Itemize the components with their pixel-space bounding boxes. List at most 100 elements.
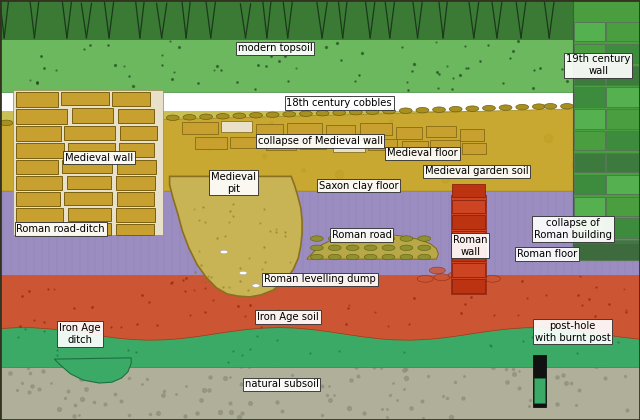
Ellipse shape <box>418 245 431 250</box>
Ellipse shape <box>50 118 63 124</box>
Ellipse shape <box>469 273 485 280</box>
Ellipse shape <box>433 107 445 113</box>
Bar <box>116 208 155 222</box>
Ellipse shape <box>310 236 323 241</box>
Ellipse shape <box>418 255 431 260</box>
Polygon shape <box>0 107 640 191</box>
Ellipse shape <box>429 267 445 274</box>
Ellipse shape <box>382 255 395 260</box>
Bar <box>574 66 605 85</box>
Ellipse shape <box>17 120 29 125</box>
Bar <box>452 279 485 293</box>
Bar <box>64 192 112 205</box>
Ellipse shape <box>0 120 13 126</box>
Bar <box>0 359 640 420</box>
Bar <box>574 240 605 260</box>
Bar <box>16 160 58 174</box>
Ellipse shape <box>33 119 46 125</box>
Ellipse shape <box>577 104 590 109</box>
Ellipse shape <box>400 236 413 241</box>
Ellipse shape <box>100 117 113 123</box>
Text: collapse of Medieval wall: collapse of Medieval wall <box>257 136 383 146</box>
Bar <box>16 92 58 107</box>
Bar <box>16 126 61 141</box>
Bar <box>606 175 640 194</box>
Ellipse shape <box>448 272 464 278</box>
Bar <box>116 176 155 190</box>
Ellipse shape <box>220 250 228 254</box>
Bar <box>119 143 154 157</box>
Ellipse shape <box>544 104 557 109</box>
Bar <box>368 139 397 150</box>
Ellipse shape <box>266 112 279 118</box>
Bar <box>606 197 640 216</box>
Ellipse shape <box>499 105 512 110</box>
Ellipse shape <box>449 106 462 112</box>
Bar <box>606 22 640 41</box>
Bar <box>574 87 605 107</box>
Bar <box>16 143 64 158</box>
Bar <box>72 108 113 123</box>
Text: Medieval floor: Medieval floor <box>387 148 458 158</box>
Ellipse shape <box>328 236 341 241</box>
Text: modern topsoil: modern topsoil <box>238 43 312 53</box>
Ellipse shape <box>310 255 323 260</box>
Text: Roman road: Roman road <box>332 230 392 240</box>
Ellipse shape <box>364 245 377 250</box>
Ellipse shape <box>466 106 479 111</box>
Bar <box>574 218 605 238</box>
Ellipse shape <box>67 118 79 123</box>
Ellipse shape <box>166 115 179 121</box>
Ellipse shape <box>216 113 229 119</box>
Bar <box>13 90 163 235</box>
Bar <box>574 109 605 129</box>
Ellipse shape <box>399 108 412 113</box>
Text: natural subsoil: natural subsoil <box>244 379 319 389</box>
Bar <box>333 140 365 152</box>
Bar <box>112 92 150 106</box>
Ellipse shape <box>250 113 262 118</box>
Ellipse shape <box>349 110 362 115</box>
Bar <box>221 121 252 132</box>
Text: Iron Age soil: Iron Age soil <box>257 312 319 322</box>
Text: 19th century
wall: 19th century wall <box>566 54 630 76</box>
Bar <box>396 127 422 139</box>
Bar <box>574 22 605 41</box>
Bar <box>451 195 486 294</box>
Text: Medieval garden soil: Medieval garden soil <box>425 166 529 176</box>
Bar <box>574 153 605 172</box>
Text: Roman road-ditch: Roman road-ditch <box>17 224 105 234</box>
Bar <box>16 223 58 235</box>
Bar <box>606 87 640 107</box>
Bar <box>195 137 227 149</box>
Ellipse shape <box>434 274 450 281</box>
Polygon shape <box>0 267 640 340</box>
Ellipse shape <box>594 104 607 109</box>
Bar <box>266 139 296 150</box>
Bar <box>606 131 640 150</box>
Ellipse shape <box>561 104 573 109</box>
Ellipse shape <box>346 255 359 260</box>
Bar <box>116 224 154 235</box>
Bar <box>170 172 640 181</box>
Text: Saxon clay floor: Saxon clay floor <box>319 181 398 191</box>
Ellipse shape <box>333 110 346 116</box>
Text: Roman floor: Roman floor <box>517 249 577 259</box>
Bar <box>326 125 355 138</box>
Bar <box>606 240 640 260</box>
Bar <box>534 378 545 403</box>
Bar <box>67 176 111 189</box>
Ellipse shape <box>532 104 545 109</box>
Bar <box>452 247 485 261</box>
Bar <box>402 141 428 153</box>
Bar <box>606 153 640 172</box>
Bar <box>68 208 111 221</box>
Bar <box>533 355 546 407</box>
Bar <box>287 123 322 134</box>
Bar <box>0 0 640 40</box>
Text: 18th century cobbles: 18th century cobbles <box>286 98 392 108</box>
Ellipse shape <box>346 236 359 241</box>
Text: collapse of
Roman building: collapse of Roman building <box>534 218 612 240</box>
Ellipse shape <box>400 245 413 250</box>
Ellipse shape <box>484 276 500 282</box>
